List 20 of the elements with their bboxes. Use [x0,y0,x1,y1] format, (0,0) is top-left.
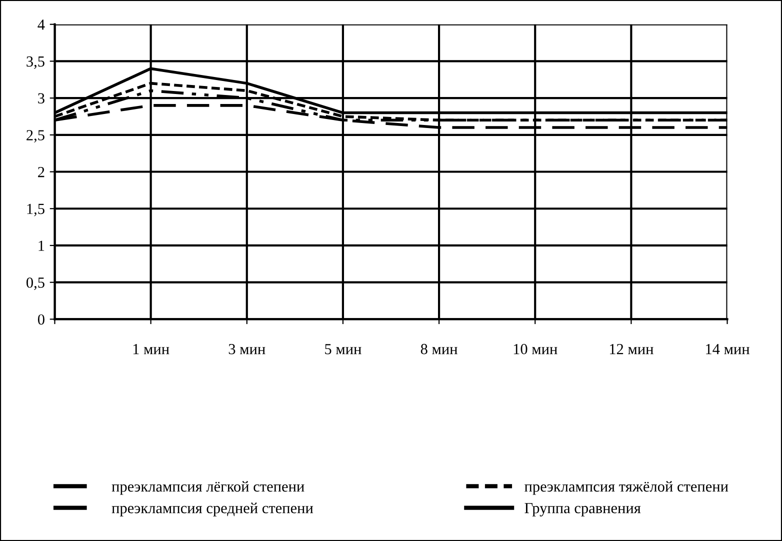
x-tick-label: 5 мин [325,344,362,354]
y-tick-label: 0,5 [26,277,44,290]
y-tick-label: 0 [38,314,44,325]
x-tick-label: 8 мин [420,344,458,354]
x-tick-label: 1 мин [133,344,170,354]
y-tick-label: 4 [38,20,45,30]
legend-label: преэклампсия средней степени [112,502,314,516]
y-tick-label: 1 [38,240,44,251]
y-tick-label: 3,5 [26,56,44,69]
x-tick-label: 12 мин [610,344,654,354]
legend-label: преэклампсия тяжёлой степени [524,481,728,495]
y-tick-label: 2 [38,166,44,178]
y-tick-label: 2,5 [26,130,44,143]
y-tick-label: 1,5 [27,204,44,216]
y-tick-label: 3 [38,93,44,104]
x-tick-label: 10 мин [514,344,558,354]
legend-label: Группа сравнения [524,503,641,516]
x-tick-label: 3 мин [228,344,266,354]
legend-label: преэклампсия лёгкой степени [112,481,304,495]
x-tick-label: 14 мин [706,344,750,354]
